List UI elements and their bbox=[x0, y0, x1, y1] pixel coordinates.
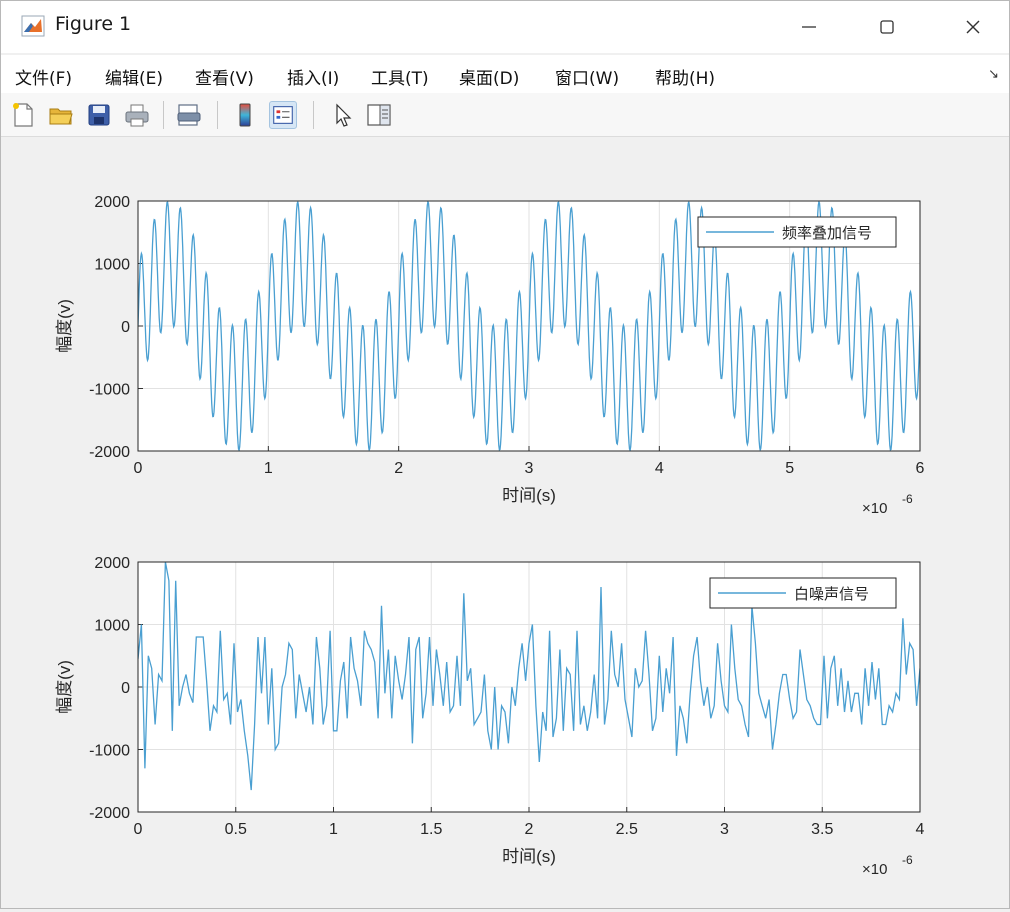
x-tick-label: 5 bbox=[785, 460, 794, 477]
x-tick-label: 0 bbox=[134, 460, 143, 477]
menu-tools[interactable]: 工具(T) bbox=[371, 69, 429, 89]
menu-file[interactable]: 文件(F) bbox=[15, 69, 73, 89]
y-axis-label: 幅度(v) bbox=[55, 299, 74, 353]
x-exponent-power: -6 bbox=[902, 853, 913, 867]
legend[interactable] bbox=[697, 216, 897, 248]
y-axis-label: 幅度(v) bbox=[55, 660, 74, 714]
y-tick-label: -1000 bbox=[89, 382, 130, 399]
print-icon[interactable] bbox=[123, 101, 151, 129]
x-tick-label: 2 bbox=[525, 821, 534, 838]
colorbar-icon[interactable] bbox=[231, 101, 259, 129]
x-tick-label: 1 bbox=[329, 821, 338, 838]
y-tick-label: 2000 bbox=[94, 555, 130, 572]
x-tick-label: 3 bbox=[720, 821, 729, 838]
menu-help[interactable]: 帮助(H) bbox=[655, 69, 716, 89]
title-bar: Figure 1 bbox=[1, 1, 1009, 53]
y-tick-label: 0 bbox=[121, 319, 130, 336]
x-axis-label: 时间(s) bbox=[502, 847, 556, 866]
x-tick-label: 2.5 bbox=[616, 821, 638, 838]
figure-svg: 0 1 2 3 4 5 6 2000 1000 0 -1000 -2000 时间(s) 幅度(v) ×10 -… bbox=[55, 194, 925, 878]
x-tick-label: 4 bbox=[655, 460, 664, 477]
x-tick-label: 3 bbox=[525, 460, 534, 477]
x-tick-label: 0 bbox=[134, 821, 143, 838]
toolbar-separator bbox=[163, 101, 164, 129]
minimize-icon bbox=[802, 26, 816, 28]
figure-toolbar bbox=[1, 93, 1009, 137]
toolbar-separator bbox=[313, 101, 314, 129]
print-preview-icon[interactable] bbox=[175, 101, 203, 129]
figure-canvas: 0 1 2 3 4 5 6 2000 1000 0 -1000 -2000 时间(s) 幅度(v) ×10 -… bbox=[1, 138, 1009, 908]
close-icon bbox=[966, 20, 980, 34]
x-tick-label: 3.5 bbox=[811, 821, 833, 838]
menu-window[interactable]: 窗口(W) bbox=[555, 69, 620, 89]
matlab-icon bbox=[21, 15, 45, 37]
legend-icon[interactable] bbox=[269, 101, 297, 129]
open-file-icon[interactable] bbox=[47, 101, 75, 129]
pointer-icon[interactable] bbox=[329, 101, 357, 129]
new-figure-icon[interactable] bbox=[9, 101, 37, 129]
x-tick-label: 0.5 bbox=[225, 821, 247, 838]
maximize-button[interactable] bbox=[859, 1, 915, 53]
y-tick-label: 1000 bbox=[94, 618, 130, 635]
menu-edit[interactable]: 编辑(E) bbox=[105, 69, 164, 89]
y-tick-label: 0 bbox=[121, 680, 130, 697]
menu-view[interactable]: 查看(V) bbox=[195, 69, 254, 89]
x-exponent-power: -6 bbox=[902, 492, 913, 506]
x-exponent-base: ×10 bbox=[862, 861, 887, 878]
series-line bbox=[138, 201, 920, 451]
property-editor-icon[interactable] bbox=[365, 101, 393, 129]
window-title: Figure 1 bbox=[55, 13, 132, 35]
menu-desktop[interactable]: 桌面(D) bbox=[459, 69, 520, 89]
x-tick-label: 1.5 bbox=[420, 821, 442, 838]
y-tick-label: -2000 bbox=[89, 444, 130, 461]
y-tick-label: -2000 bbox=[89, 805, 130, 822]
menu-insert[interactable]: 插入(I) bbox=[287, 69, 340, 89]
legend-label: 白噪声信号 bbox=[794, 585, 869, 603]
legend[interactable] bbox=[709, 577, 897, 609]
x-axis-label: 时间(s) bbox=[502, 486, 556, 505]
x-tick-label: 4 bbox=[916, 821, 925, 838]
x-tick-label: 6 bbox=[916, 460, 925, 477]
close-button[interactable] bbox=[945, 1, 1001, 53]
y-tick-label: 2000 bbox=[94, 194, 130, 211]
axes-frame bbox=[137, 200, 921, 452]
toolbar-separator bbox=[217, 101, 218, 129]
x-tick-label: 1 bbox=[264, 460, 273, 477]
save-icon[interactable] bbox=[85, 101, 113, 129]
axes-frame bbox=[137, 561, 921, 813]
y-tick-label: 1000 bbox=[94, 257, 130, 274]
menu-overflow-icon[interactable]: ↘ bbox=[988, 67, 999, 82]
menu-bar: 文件(F) 编辑(E) 查看(V) 插入(I) 工具(T) 桌面(D) 窗口(W… bbox=[1, 55, 1009, 93]
legend-label: 频率叠加信号 bbox=[782, 225, 872, 242]
x-exponent-base: ×10 bbox=[862, 500, 887, 517]
x-tick-label: 2 bbox=[394, 460, 403, 477]
series-line bbox=[138, 562, 920, 791]
y-tick-label: -1000 bbox=[89, 743, 130, 760]
minimize-button[interactable] bbox=[781, 1, 837, 53]
maximize-icon bbox=[880, 20, 894, 34]
